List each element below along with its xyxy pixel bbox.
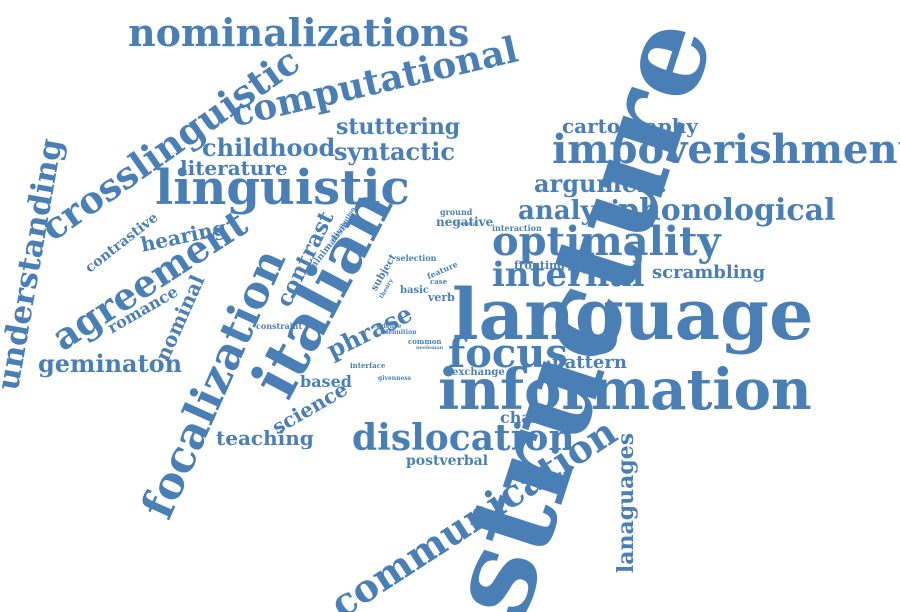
word-internal: internal xyxy=(492,255,645,295)
word-case: case xyxy=(430,277,448,286)
word-geminaton: geminaton xyxy=(38,349,183,378)
word-verb: verb xyxy=(428,291,455,304)
word-cartography: cartography xyxy=(562,114,698,138)
word-impoverishment: impoverishment xyxy=(552,126,900,173)
word-scrambling: scrambling xyxy=(652,262,766,283)
word-childhood: childhood xyxy=(202,133,336,162)
word-fronting: fronting xyxy=(514,259,565,272)
word-information: information xyxy=(438,357,812,423)
word-definition: definition xyxy=(384,329,417,336)
word-analysis: analysis xyxy=(518,196,635,226)
word-pattern: pattern xyxy=(552,352,627,373)
word-linguistic: linguistic xyxy=(155,160,410,216)
word-phonological: phonological xyxy=(618,193,836,228)
word-stuttering: stuttering xyxy=(336,114,461,140)
word-argument: argument xyxy=(534,169,666,198)
word-literature: literature xyxy=(180,156,288,180)
word-evidence: evidence xyxy=(372,323,402,330)
word-lanaguages: lanaguages xyxy=(613,432,640,574)
word-based: based xyxy=(300,372,352,391)
word-language: language xyxy=(452,273,814,356)
word-concord: concord xyxy=(454,221,477,227)
word-dislocation: dislocation xyxy=(352,417,575,459)
word-optimality: optimality xyxy=(492,218,721,265)
word-change: change xyxy=(500,408,565,427)
word-interaction: interaction xyxy=(492,223,542,233)
word-common: common xyxy=(408,337,442,346)
word-neeleman: neeleman xyxy=(416,345,444,351)
word-syntactic: syntactic xyxy=(334,137,455,166)
word-focus: focus xyxy=(448,330,568,377)
word-nominalizations: nominalizations xyxy=(128,10,470,55)
word-postverbal: postverbal xyxy=(406,453,489,469)
word-ground: ground xyxy=(440,207,473,217)
word-basic: basic xyxy=(400,285,429,296)
word-teaching: teaching xyxy=(216,426,314,450)
word-exchange: exchange xyxy=(452,367,505,378)
word-selection: selection xyxy=(396,253,437,263)
word-constraint: constraint xyxy=(256,321,303,331)
word-givenness: givenness xyxy=(378,375,412,382)
word-interface: interface xyxy=(350,361,386,370)
word-negative: negative xyxy=(436,215,494,229)
